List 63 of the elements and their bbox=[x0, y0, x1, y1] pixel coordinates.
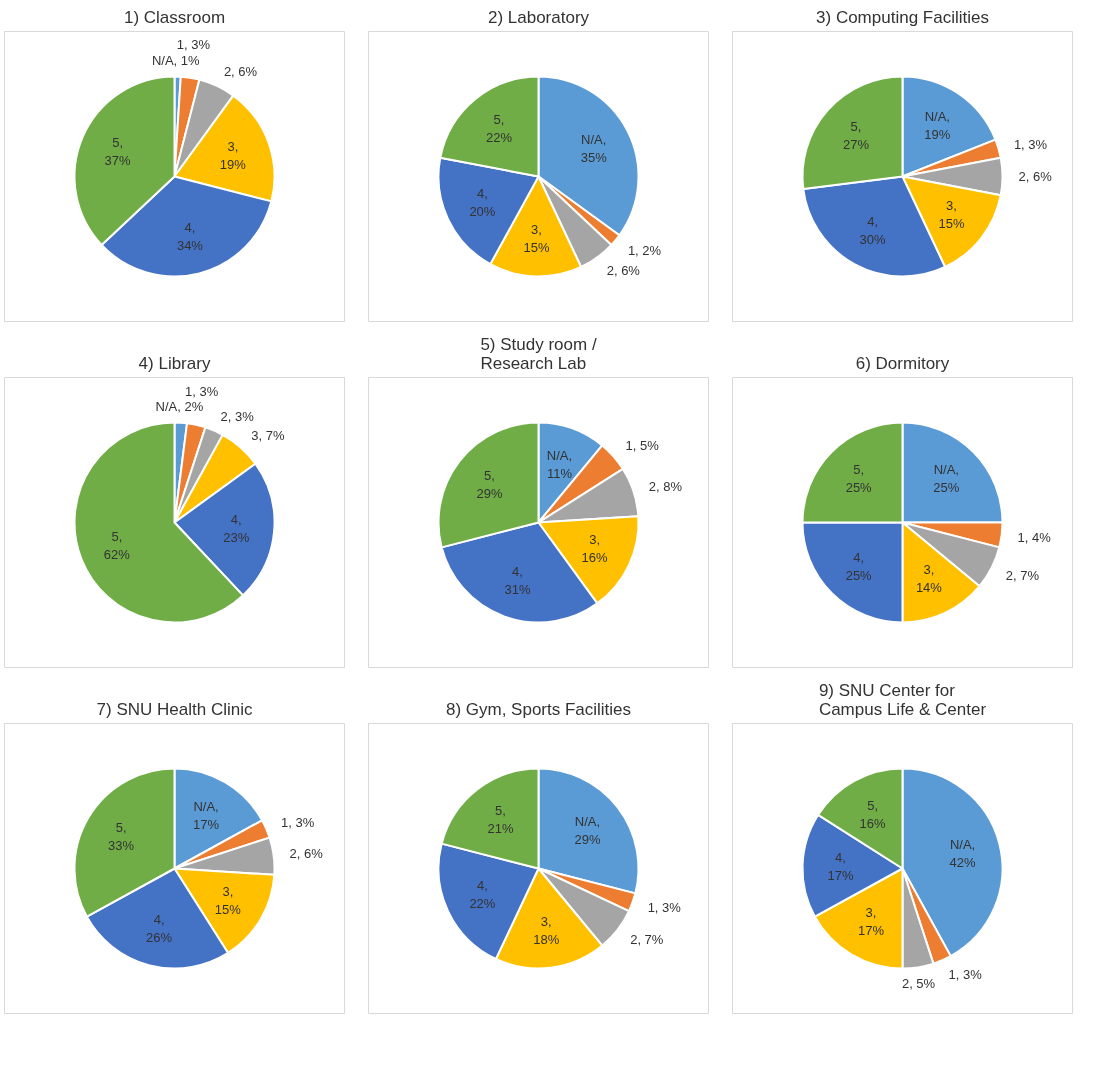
data-label: 2, 6% bbox=[289, 846, 324, 862]
data-label: 2, 7% bbox=[1005, 567, 1040, 583]
data-label: 3, 17% bbox=[857, 905, 885, 939]
data-label: 4, 30% bbox=[859, 214, 887, 248]
data-label: 5, 25% bbox=[845, 462, 873, 496]
data-label: 2, 8% bbox=[648, 479, 683, 495]
data-label: 4, 22% bbox=[469, 878, 496, 912]
data-label: 5, 16% bbox=[859, 797, 887, 831]
data-label: N/A, 11% bbox=[546, 447, 573, 481]
chart-title: 8) Gym, Sports Facilities bbox=[445, 699, 632, 719]
data-label: 1, 4% bbox=[1017, 529, 1052, 545]
data-label: 1, 3% bbox=[280, 814, 315, 830]
data-label: N/A, 42% bbox=[949, 836, 976, 870]
data-label: 3, 18% bbox=[533, 913, 560, 947]
data-label: 3, 19% bbox=[219, 139, 247, 172]
data-label: 1, 3% bbox=[184, 384, 219, 400]
data-label: 5, 29% bbox=[476, 468, 503, 501]
chart-title: 6) Dormitory bbox=[855, 353, 950, 373]
data-label: 3, 15% bbox=[523, 221, 550, 255]
chart-title: 9) SNU Center for Campus Life & Center bbox=[818, 680, 987, 719]
data-label: 2, 6% bbox=[606, 262, 641, 278]
data-label: 1, 3% bbox=[647, 900, 682, 916]
data-label: 1, 2% bbox=[627, 242, 662, 258]
data-label: 4, 23% bbox=[223, 511, 250, 545]
data-label: 4, 25% bbox=[845, 549, 873, 583]
data-label: 2, 5% bbox=[901, 975, 936, 991]
data-label: N/A, 29% bbox=[574, 814, 601, 847]
data-label: 3, 15% bbox=[938, 198, 965, 231]
data-label: 3, 14% bbox=[915, 562, 943, 596]
chart-title: 7) SNU Health Clinic bbox=[96, 699, 253, 719]
data-label: 2, 6% bbox=[1018, 169, 1053, 184]
data-label: N/A, 1% bbox=[151, 53, 201, 69]
data-label: 5, 62% bbox=[103, 528, 131, 562]
data-label: 2, 7% bbox=[630, 932, 664, 948]
data-label: N/A, 17% bbox=[193, 798, 220, 832]
data-label: 1, 5% bbox=[625, 438, 660, 454]
data-label: 2, 3% bbox=[220, 408, 255, 424]
data-label: 4, 26% bbox=[146, 912, 173, 946]
data-label: 1, 3% bbox=[1013, 136, 1048, 152]
data-label: N/A, 35% bbox=[580, 131, 608, 165]
data-label: 5, 22% bbox=[485, 112, 513, 146]
data-label: 3, 15% bbox=[214, 883, 242, 917]
data-label: N/A, 2% bbox=[155, 399, 204, 415]
data-label: 4, 17% bbox=[827, 850, 854, 884]
data-label: N/A, 19% bbox=[924, 108, 951, 142]
data-label: 5, 27% bbox=[842, 119, 870, 152]
data-label: 1, 3% bbox=[948, 967, 983, 983]
data-label: 1, 3% bbox=[176, 36, 211, 52]
data-label: 3, 7% bbox=[251, 427, 285, 443]
data-label: 4, 34% bbox=[176, 220, 204, 254]
data-label: N/A, 25% bbox=[933, 462, 960, 496]
data-label: 5, 21% bbox=[487, 803, 514, 837]
chart-title: 1) Classroom bbox=[123, 7, 226, 27]
data-label: 5, 33% bbox=[108, 820, 135, 854]
chart-title: 3) Computing Facilities bbox=[816, 7, 989, 27]
chart-title: 5) Study room / Research Lab bbox=[480, 334, 597, 373]
data-label: 5, 37% bbox=[104, 135, 132, 169]
data-label: 3, 16% bbox=[581, 532, 609, 566]
chart-title: 4) Library bbox=[138, 353, 211, 373]
chart-title: 2) Laboratory bbox=[487, 7, 590, 27]
data-label: 4, 20% bbox=[469, 186, 496, 220]
data-label: 4, 31% bbox=[504, 564, 531, 598]
data-label: 2, 6% bbox=[223, 64, 258, 80]
